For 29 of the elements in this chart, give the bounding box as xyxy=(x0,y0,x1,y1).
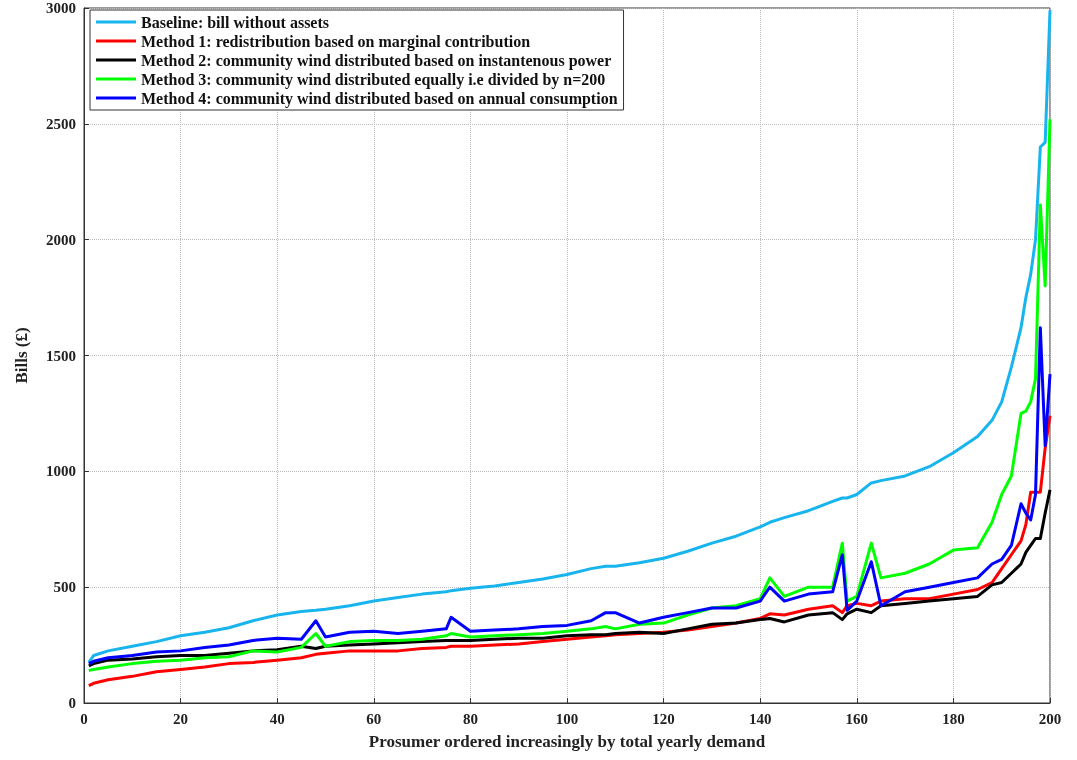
legend-label: Method 4: community wind distributed based on annual consumption xyxy=(141,89,618,108)
x-tick-label: 120 xyxy=(652,710,675,727)
line-series xyxy=(87,117,1052,673)
x-tick-label: 140 xyxy=(748,710,772,727)
y-tick-label: 500 xyxy=(53,579,76,596)
x-axis-title: Prosumer ordered increasingly by total yearly demand xyxy=(368,732,766,751)
x-tick-label: 20 xyxy=(173,710,189,727)
y-tick-label: 0 xyxy=(68,695,76,711)
x-tick-label: 160 xyxy=(845,710,869,727)
line-series xyxy=(87,326,1052,666)
x-tick-label: 100 xyxy=(555,710,579,727)
legend-label: Method 2: community wind distributed based on instantenous power xyxy=(141,51,612,70)
x-tick-label: 40 xyxy=(269,710,285,727)
y-tick-label: 2000 xyxy=(46,231,76,248)
y-tick-label: 1500 xyxy=(46,347,76,364)
x-tick-label: 180 xyxy=(942,710,965,727)
y-tick-label: 3000 xyxy=(46,0,76,16)
x-tick-label: 200 xyxy=(1038,710,1062,727)
legend-label: Method 3: community wind distributed equally i.e divided by n=200 xyxy=(141,70,606,89)
y-tick-label: 1000 xyxy=(46,463,76,480)
line-series xyxy=(87,8,1052,664)
legend-label: Baseline: bill without assets xyxy=(141,13,330,31)
y-axis-title: Bills (£) xyxy=(12,327,31,384)
line-series xyxy=(87,488,1052,668)
x-tick-label: 80 xyxy=(462,710,478,727)
x-tick-label: 0 xyxy=(80,710,88,727)
legend-label: Method 1: redistribution based on marginal contribution xyxy=(141,32,531,51)
y-tick-label: 2500 xyxy=(46,115,76,132)
x-tick-label: 60 xyxy=(366,710,382,727)
